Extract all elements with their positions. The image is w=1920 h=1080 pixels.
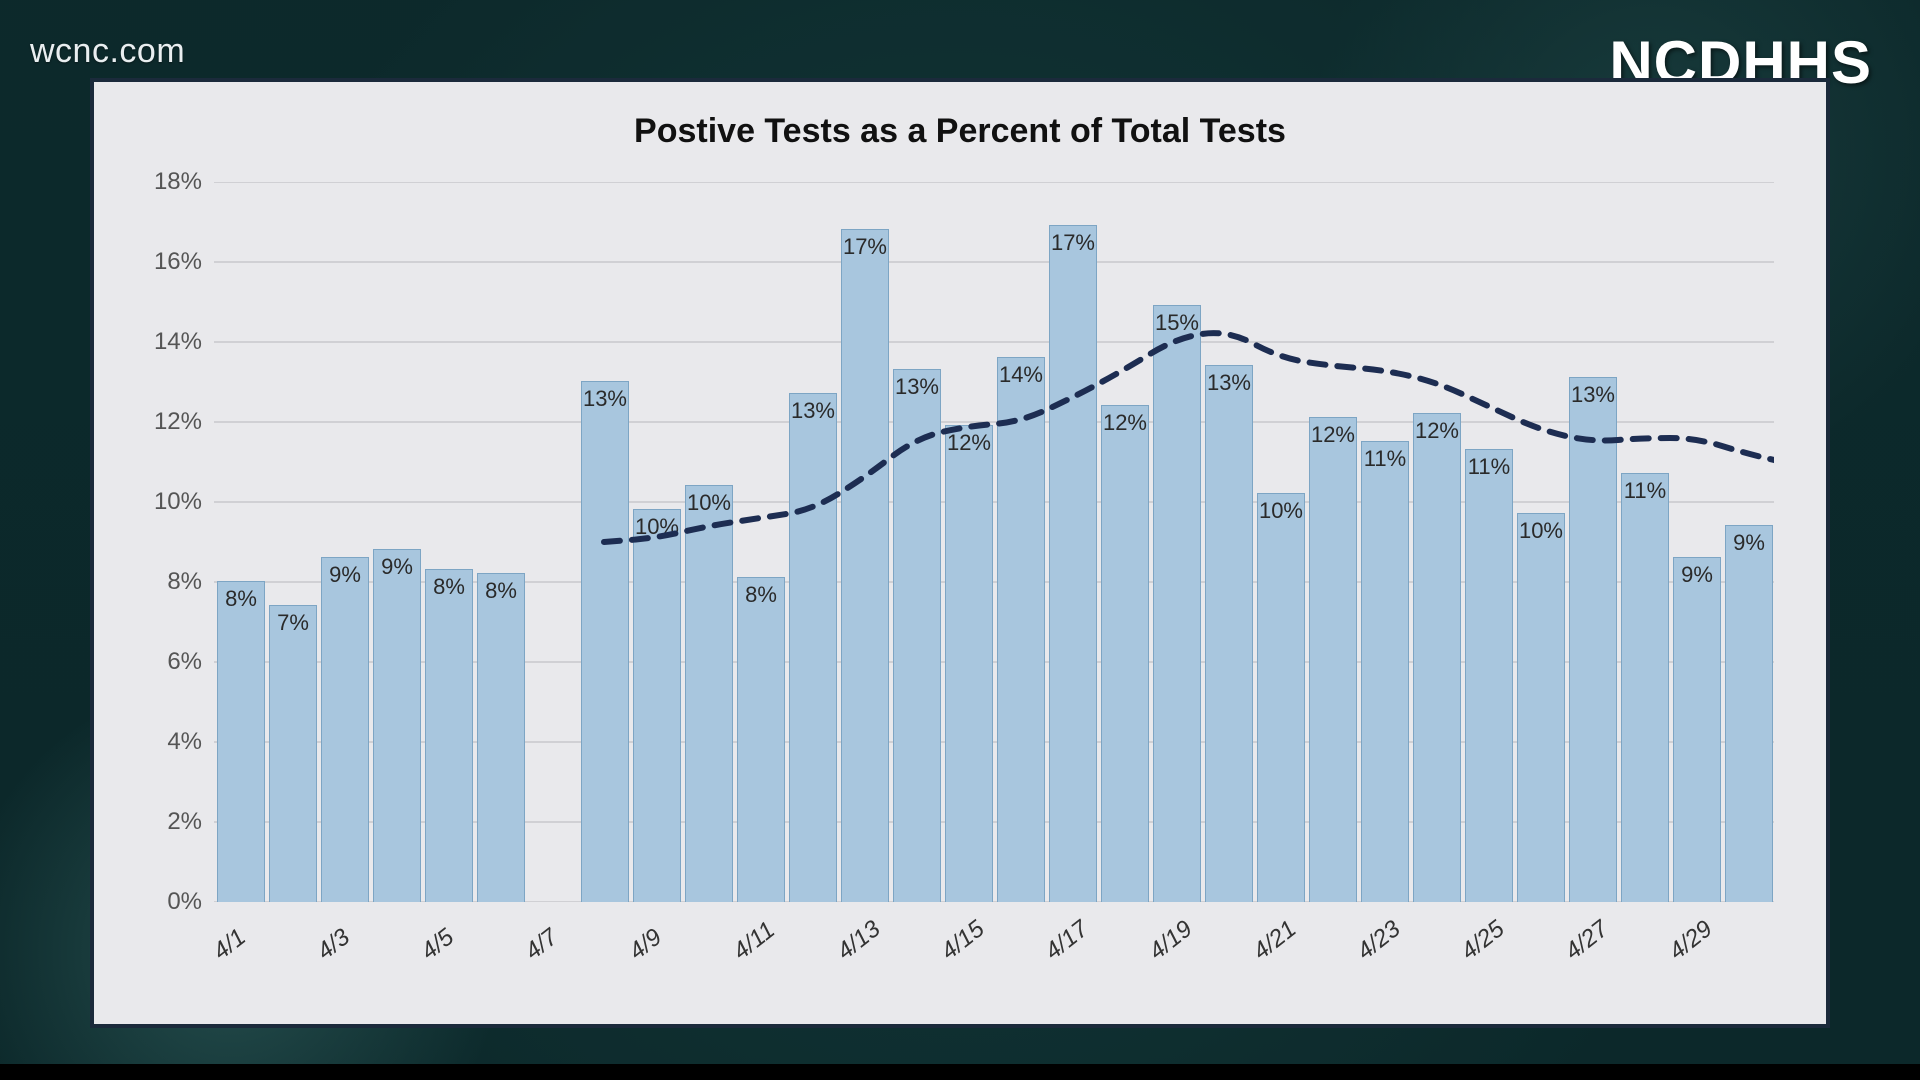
y-tick-label: 2% (132, 808, 202, 836)
bar: 13% (1569, 377, 1617, 902)
bar-label: 13% (790, 398, 836, 424)
bar: 9% (1725, 525, 1773, 902)
bar: 8% (425, 569, 473, 902)
bar-label: 13% (1206, 370, 1252, 396)
bar: 10% (633, 509, 681, 902)
bar: 12% (1413, 413, 1461, 902)
bar-label: 8% (738, 582, 784, 608)
bar: 17% (841, 229, 889, 902)
bar: 14% (997, 357, 1045, 902)
bar: 11% (1465, 449, 1513, 902)
x-tick-label: 4/11 (728, 916, 781, 966)
x-tick-label: 4/23 (1352, 915, 1406, 966)
x-tick-label: 4/3 (312, 923, 356, 966)
bar: 13% (789, 393, 837, 902)
letterbox-bottom (0, 1064, 1920, 1080)
bar-label: 10% (1258, 498, 1304, 524)
stage: wcnc.com NCDHHS Postive Tests as a Perce… (0, 0, 1920, 1080)
bar-label: 11% (1466, 454, 1512, 480)
x-tick-label: 4/21 (1248, 915, 1302, 966)
bar-label: 9% (1674, 562, 1720, 588)
bar-label: 15% (1154, 310, 1200, 336)
bar-label: 17% (842, 234, 888, 260)
bar: 17% (1049, 225, 1097, 902)
bar-label: 12% (1102, 410, 1148, 436)
bar-label: 8% (218, 586, 264, 612)
bar-label: 7% (270, 610, 316, 636)
bar: 13% (893, 369, 941, 902)
bar-label: 9% (322, 562, 368, 588)
chart-bars: 8%7%9%9%8%8%13%10%10%8%13%17%13%12%14%17… (214, 182, 1774, 902)
bar: 12% (1309, 417, 1357, 902)
bar: 12% (1101, 405, 1149, 902)
bar-label: 11% (1362, 446, 1408, 472)
y-tick-label: 14% (132, 328, 202, 356)
x-tick-label: 4/1 (208, 923, 252, 966)
bar: 11% (1361, 441, 1409, 902)
bar: 10% (1257, 493, 1305, 902)
bar-label: 12% (1414, 418, 1460, 444)
bar-label: 11% (1622, 478, 1668, 504)
bar-label: 8% (478, 578, 524, 604)
bar: 12% (945, 425, 993, 902)
x-tick-label: 4/25 (1456, 915, 1510, 966)
bar: 13% (581, 381, 629, 902)
bar-label: 8% (426, 574, 472, 600)
bar-label: 9% (374, 554, 420, 580)
bar-label: 13% (894, 374, 940, 400)
bar: 9% (321, 557, 369, 902)
x-tick-label: 4/15 (936, 915, 990, 966)
bar-label: 17% (1050, 230, 1096, 256)
bar: 8% (217, 581, 265, 902)
bar-label: 12% (1310, 422, 1356, 448)
x-tick-label: 4/19 (1144, 915, 1198, 966)
x-tick-label: 4/9 (624, 923, 668, 966)
bar: 10% (685, 485, 733, 902)
y-tick-label: 6% (132, 648, 202, 676)
bar-label: 10% (634, 514, 680, 540)
x-tick-label: 4/5 (416, 923, 460, 966)
bar: 9% (373, 549, 421, 902)
bar: 11% (1621, 473, 1669, 902)
bar: 8% (737, 577, 785, 902)
bar: 13% (1205, 365, 1253, 902)
y-tick-label: 12% (132, 408, 202, 436)
y-tick-label: 18% (132, 168, 202, 196)
bar-label: 13% (582, 386, 628, 412)
x-tick-label: 4/13 (832, 915, 886, 966)
bar-label: 10% (686, 490, 732, 516)
bar: 15% (1153, 305, 1201, 902)
y-tick-label: 10% (132, 488, 202, 516)
bar: 7% (269, 605, 317, 902)
x-tick-label: 4/17 (1040, 915, 1094, 966)
chart-plot-area: 8%7%9%9%8%8%13%10%10%8%13%17%13%12%14%17… (214, 182, 1774, 902)
x-tick-label: 4/7 (520, 923, 564, 966)
y-tick-label: 8% (132, 568, 202, 596)
bar-label: 9% (1726, 530, 1772, 556)
bar: 8% (477, 573, 525, 902)
bar-label: 12% (946, 430, 992, 456)
chart-title: Postive Tests as a Percent of Total Test… (94, 112, 1826, 151)
station-watermark: wcnc.com (30, 32, 185, 71)
bar-label: 13% (1570, 382, 1616, 408)
bar-label: 10% (1518, 518, 1564, 544)
y-tick-label: 16% (132, 248, 202, 276)
y-tick-label: 0% (132, 888, 202, 916)
chart-card: Postive Tests as a Percent of Total Test… (90, 78, 1830, 1028)
bar: 10% (1517, 513, 1565, 902)
y-tick-label: 4% (132, 728, 202, 756)
x-tick-label: 4/27 (1560, 915, 1614, 966)
bar: 9% (1673, 557, 1721, 902)
x-tick-label: 4/29 (1664, 915, 1718, 966)
bar-label: 14% (998, 362, 1044, 388)
